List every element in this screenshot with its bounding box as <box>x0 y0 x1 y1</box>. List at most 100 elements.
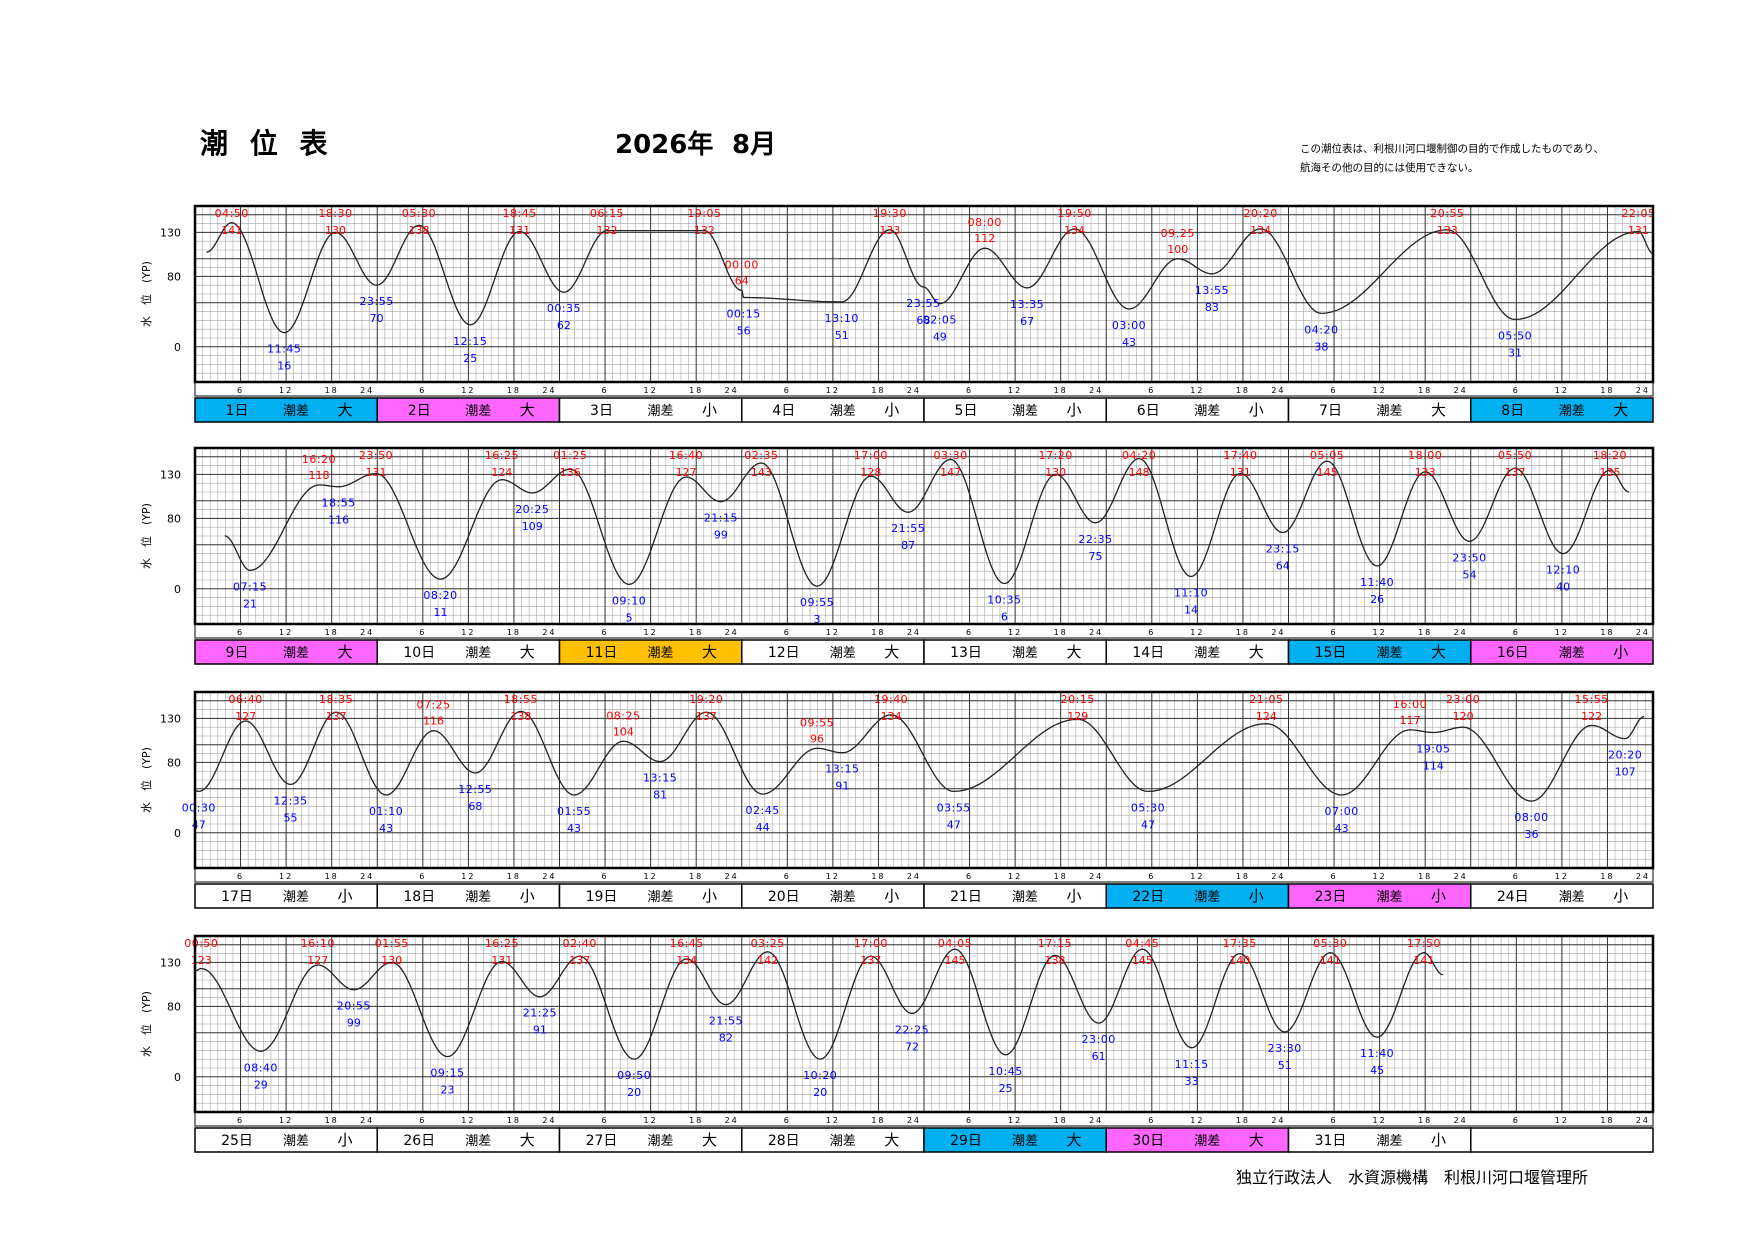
low-tide-time: 03:00 <box>1112 319 1146 332</box>
day-cell <box>1105 639 1290 665</box>
tide-range-value: 小 <box>1066 401 1081 419</box>
tide-range-value: 大 <box>337 401 352 419</box>
high-tide-time: 23:00 <box>1446 693 1480 706</box>
y-tick-label: 0 <box>174 341 181 354</box>
high-tide-level: 133 <box>1437 224 1458 237</box>
y-axis-label: 水 位 (YP) <box>139 747 153 813</box>
high-tide-level: 137 <box>1505 466 1526 479</box>
high-tide-level: 143 <box>751 466 772 479</box>
x-tick-label: 24 <box>1089 628 1103 637</box>
x-tick-label: 18 <box>1054 1116 1068 1125</box>
high-tide-time: 06:40 <box>229 693 263 706</box>
low-tide-level: 47 <box>947 818 961 831</box>
x-tick-label: 24 <box>1454 628 1468 637</box>
x-tick-strip <box>194 1111 1654 1127</box>
x-tick-label: 12 <box>1555 386 1569 395</box>
high-tide-level: 131 <box>509 224 530 237</box>
low-tide-time: 03:55 <box>937 801 971 814</box>
high-tide-level: 118 <box>309 469 330 482</box>
high-tide-level: 100 <box>1167 243 1188 256</box>
day-label: 22日 <box>1132 889 1164 905</box>
day-cell <box>558 639 743 665</box>
low-tide-level: 54 <box>1462 568 1476 581</box>
low-tide-time: 21:55 <box>709 1015 743 1028</box>
tide-curve <box>206 222 1654 334</box>
low-tide-level: 43 <box>567 822 581 835</box>
x-tick-label: 18 <box>325 1116 339 1125</box>
x-tick-label: 6 <box>602 872 609 881</box>
low-tide-level: 45 <box>1370 1064 1384 1077</box>
low-tide-time: 23:30 <box>1268 1042 1302 1055</box>
tide-range-value: 小 <box>884 887 899 905</box>
x-tick-label: 12 <box>461 872 475 881</box>
high-tide-time: 04:05 <box>938 937 972 950</box>
x-tick-label: 24 <box>1271 386 1285 395</box>
x-tick-label: 18 <box>507 628 521 637</box>
day-label: 16日 <box>1497 645 1529 661</box>
x-tick-strip <box>194 623 1654 639</box>
tide-range-label: 潮差 <box>1194 890 1220 905</box>
day-cell <box>741 883 925 909</box>
x-tick-label: 24 <box>360 628 374 637</box>
low-tide-level: 49 <box>933 331 947 344</box>
x-tick-label: 6 <box>1513 386 1520 395</box>
high-tide-level: 104 <box>613 725 634 738</box>
tide-range-label: 潮差 <box>283 646 309 661</box>
high-tide-time: 04:20 <box>1122 449 1156 462</box>
x-tick-label: 18 <box>325 386 339 395</box>
high-tide-level: 141 <box>1320 954 1341 967</box>
x-tick-label: 6 <box>602 628 609 637</box>
x-tick-label: 24 <box>725 628 739 637</box>
tide-curve <box>195 948 1443 1060</box>
x-tick-label: 18 <box>507 1116 521 1125</box>
day-label: 19日 <box>586 889 618 905</box>
low-tide-level: 51 <box>835 329 849 342</box>
day-cell <box>741 639 925 665</box>
high-tide-time: 16:10 <box>301 937 335 950</box>
day-label: 13日 <box>950 645 982 661</box>
x-tick-label: 18 <box>507 386 521 395</box>
low-tide-time: 09:10 <box>612 594 646 607</box>
high-tide-level: 124 <box>491 466 512 479</box>
high-tide-time: 22:05 <box>1621 207 1655 220</box>
tide-range-label: 潮差 <box>647 404 673 419</box>
x-tick-label: 24 <box>360 1116 374 1125</box>
x-tick-label: 18 <box>507 872 521 881</box>
high-tide-level: 127 <box>307 954 328 967</box>
high-tide-level: 134 <box>676 954 697 967</box>
usage-note-line-2: 航海その他の目的には使用できない。 <box>1300 162 1479 174</box>
day-cell <box>194 639 378 665</box>
day-cell <box>1287 639 1472 665</box>
low-tide-level: 68 <box>916 314 930 327</box>
low-tide-time: 11:45 <box>267 343 301 356</box>
x-tick-label: 6 <box>1331 1116 1338 1125</box>
x-tick-label: 24 <box>542 872 556 881</box>
low-tide-time: 02:45 <box>746 804 780 817</box>
low-tide-time: 19:05 <box>1416 742 1450 755</box>
x-tick-label: 24 <box>1454 386 1468 395</box>
high-tide-time: 17:40 <box>1223 449 1257 462</box>
tide-range-label: 潮差 <box>1194 646 1220 661</box>
tide-range-value: 小 <box>1249 401 1264 419</box>
low-tide-time: 05:50 <box>1498 330 1532 343</box>
day-cell <box>1470 397 1654 423</box>
low-tide-time: 10:20 <box>803 1069 837 1082</box>
low-tide-level: 91 <box>533 1024 547 1037</box>
tide-range-value: 大 <box>520 643 535 661</box>
low-tide-level: 64 <box>1276 559 1290 572</box>
high-tide-time: 17:50 <box>1407 937 1441 950</box>
low-tide-time: 02:05 <box>923 314 957 327</box>
low-tide-time: 20:20 <box>1608 749 1642 762</box>
day-cell <box>376 1127 561 1153</box>
low-tide-time: 09:55 <box>800 596 834 609</box>
low-tide-time: 13:55 <box>1195 284 1229 297</box>
x-tick-label: 12 <box>1008 628 1022 637</box>
tide-range-value: 大 <box>1066 643 1081 661</box>
high-tide-time: 02:40 <box>563 937 597 950</box>
x-tick-label: 24 <box>725 386 739 395</box>
low-tide-time: 18:55 <box>322 497 356 510</box>
x-tick-label: 6 <box>1331 872 1338 881</box>
day-label: 15日 <box>1315 645 1347 661</box>
low-tide-time: 23:00 <box>1082 1033 1116 1046</box>
